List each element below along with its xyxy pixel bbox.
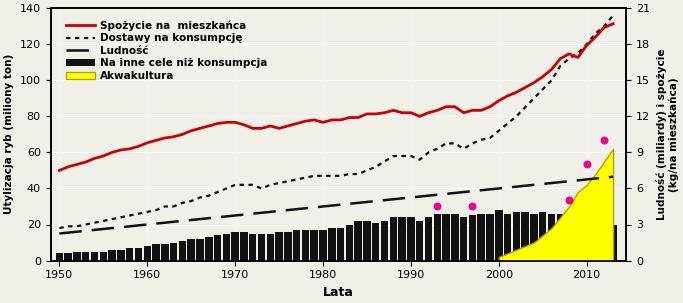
Bar (126, 248, 133, 261)
Bar (205, 237, 212, 261)
Bar (275, 232, 283, 261)
Point (599, 138, 610, 143)
Bar (135, 248, 142, 261)
Bar (91, 251, 98, 261)
Bar (302, 230, 309, 261)
Bar (257, 234, 265, 261)
Bar (557, 214, 564, 261)
Bar (266, 234, 274, 261)
Bar (232, 232, 239, 261)
Point (563, 198, 574, 203)
Bar (460, 217, 467, 261)
Bar (82, 251, 89, 261)
Legend: Spożycie na  mieszkańca, Dostawy na konsumpcję, Ludność, Na inne cele niż konsum: Spożycie na mieszkańca, Dostawy na konsu… (61, 16, 272, 85)
Bar (293, 230, 301, 261)
Bar (240, 232, 248, 261)
Bar (55, 253, 63, 261)
Bar (187, 239, 195, 261)
Bar (451, 214, 458, 261)
Bar (583, 221, 590, 261)
Bar (416, 221, 423, 261)
Bar (530, 214, 538, 261)
Bar (591, 221, 599, 261)
Bar (143, 246, 151, 261)
Bar (249, 234, 256, 261)
Bar (196, 239, 204, 261)
Bar (170, 242, 178, 261)
Bar (407, 217, 415, 261)
Bar (521, 212, 529, 261)
Bar (389, 217, 397, 261)
Bar (504, 214, 512, 261)
Bar (161, 244, 169, 261)
Bar (398, 217, 406, 261)
Bar (609, 225, 617, 261)
Bar (566, 212, 573, 261)
Bar (600, 221, 608, 261)
Bar (372, 223, 380, 261)
Y-axis label: Utylizacja ryb (miliony ton): Utylizacja ryb (miliony ton) (4, 54, 14, 215)
Bar (179, 241, 186, 261)
Bar (346, 225, 353, 261)
Point (581, 162, 592, 167)
Point (432, 204, 443, 209)
Bar (574, 221, 582, 261)
Bar (311, 230, 318, 261)
Bar (495, 210, 503, 261)
Bar (548, 214, 555, 261)
Bar (109, 250, 116, 261)
Bar (117, 250, 124, 261)
Bar (100, 251, 107, 261)
X-axis label: Lata: Lata (323, 286, 354, 299)
Bar (381, 221, 388, 261)
Bar (328, 228, 335, 261)
Bar (486, 214, 494, 261)
Bar (152, 244, 160, 261)
Point (467, 204, 478, 209)
Bar (513, 212, 520, 261)
Bar (319, 230, 326, 261)
Bar (425, 217, 432, 261)
Y-axis label: Ludność (miliardy) i spożycie
(kg/na mieszkańca): Ludność (miliardy) i spożycie (kg/na mie… (656, 48, 679, 220)
Bar (469, 215, 476, 261)
Bar (64, 253, 72, 261)
Bar (539, 212, 546, 261)
Bar (363, 221, 371, 261)
Bar (337, 228, 344, 261)
Bar (284, 232, 292, 261)
Bar (477, 214, 485, 261)
Bar (354, 221, 362, 261)
Bar (223, 234, 230, 261)
Bar (434, 214, 441, 261)
Bar (443, 214, 450, 261)
Bar (73, 251, 81, 261)
Bar (214, 235, 221, 261)
